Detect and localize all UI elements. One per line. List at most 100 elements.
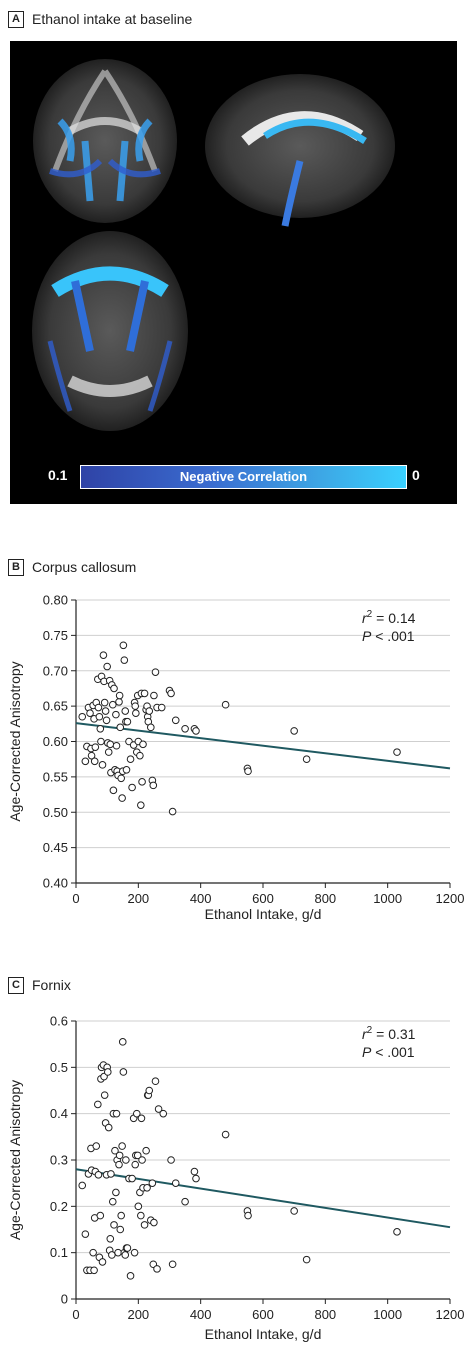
y-tick-label: 0.80 [43, 593, 68, 608]
panel-c-title: Fornix [32, 977, 71, 993]
data-point [113, 711, 120, 718]
data-point [116, 1152, 123, 1159]
data-point [129, 1175, 136, 1182]
y-tick-label: 0.40 [43, 876, 68, 891]
data-point [138, 1115, 145, 1122]
data-point [151, 692, 158, 699]
data-point [119, 795, 126, 802]
r-squared-value: = 0.14 [372, 610, 415, 626]
data-point [169, 808, 176, 815]
data-point [116, 699, 123, 706]
data-point [154, 1266, 161, 1273]
data-point [98, 738, 105, 745]
data-point [182, 725, 189, 732]
p-value-annotation: P < .001 [362, 628, 415, 644]
panel-b-header: B Corpus callosum [8, 557, 136, 577]
data-point [138, 802, 145, 809]
data-point [120, 642, 127, 649]
data-point [137, 752, 144, 759]
data-point [152, 669, 159, 676]
panel-a-header: A Ethanol intake at baseline [8, 9, 192, 29]
data-point [113, 1189, 120, 1196]
data-point [99, 762, 106, 769]
data-point [113, 1110, 120, 1117]
r-squared-annotation: r2 = 0.31 [362, 1025, 416, 1042]
x-tick-label: 0 [72, 891, 79, 906]
data-point [100, 652, 107, 659]
data-point [124, 718, 131, 725]
y-tick-label: 0 [61, 1292, 68, 1307]
y-tick-label: 0.75 [43, 628, 68, 643]
data-point [150, 782, 157, 789]
data-point [146, 708, 153, 715]
data-point [108, 1171, 115, 1178]
data-point [113, 742, 120, 749]
x-tick-label: 200 [127, 891, 149, 906]
data-point [111, 1222, 118, 1229]
panel-b-letter: B [8, 559, 24, 576]
data-point [394, 749, 401, 756]
y-tick-label: 0.2 [50, 1199, 68, 1214]
data-point [151, 1219, 158, 1226]
coronal-slice [33, 59, 177, 223]
x-tick-label: 800 [314, 891, 336, 906]
data-point [124, 1245, 131, 1252]
data-point [140, 741, 147, 748]
data-point [104, 1069, 111, 1076]
data-point [291, 728, 298, 735]
data-point [97, 725, 104, 732]
y-tick-label: 0.70 [43, 663, 68, 678]
data-point [127, 756, 134, 763]
data-point [90, 1249, 97, 1256]
data-point [182, 1198, 189, 1205]
x-tick-label: 800 [314, 1307, 336, 1322]
brain-mri-slices [10, 41, 457, 504]
panel-b-title: Corpus callosum [32, 559, 136, 575]
data-point [103, 717, 110, 724]
data-point [121, 657, 128, 664]
x-tick-label: 1200 [436, 1307, 465, 1322]
data-point [119, 1143, 126, 1150]
y-tick-label: 0.4 [50, 1106, 68, 1121]
data-point [107, 1235, 114, 1242]
data-point [95, 1172, 102, 1179]
data-point [131, 1249, 138, 1256]
x-tick-label: 200 [127, 1307, 149, 1322]
y-tick-label: 0.50 [43, 805, 68, 820]
x-tick-label: 1200 [436, 891, 465, 906]
data-point [222, 1131, 229, 1138]
x-tick-label: 1000 [373, 891, 402, 906]
y-tick-label: 0.1 [50, 1245, 68, 1260]
x-axis-label: Ethanol Intake, g/d [205, 906, 322, 922]
r-squared-annotation: r2 = 0.14 [362, 609, 416, 626]
y-tick-label: 0.45 [43, 840, 68, 855]
r-squared-value: = 0.31 [372, 1026, 415, 1042]
data-point [139, 779, 146, 786]
panel-c-letter: C [8, 977, 24, 994]
data-point [193, 728, 200, 735]
y-tick-label: 0.55 [43, 769, 68, 784]
y-axis-label: Age-Corrected Anisotropy [7, 1080, 23, 1240]
data-point [132, 1161, 139, 1168]
data-point [149, 1180, 156, 1187]
data-point [93, 1143, 100, 1150]
data-point [172, 1180, 179, 1187]
colorbar-min-label: 0.1 [48, 467, 67, 483]
x-tick-label: 0 [72, 1307, 79, 1322]
data-point [168, 690, 175, 697]
data-point [122, 1252, 129, 1259]
data-point [82, 1231, 89, 1238]
data-point [96, 713, 103, 720]
data-point [169, 1261, 176, 1268]
corpus-callosum-scatter: 0.40 0.45 0.50 0.55 0.60 0.65 0.70 0.75 0.80 0 200… [0, 585, 468, 930]
data-point [191, 1168, 198, 1175]
y-tick-label: 0.65 [43, 699, 68, 714]
fornix-scatter: 00.10.20.30.40.50.60 200 400 600 800 1000 1200… [0, 1003, 468, 1350]
y-axis-label: Age-Corrected Anisotropy [7, 661, 23, 821]
x-tick-label: 400 [190, 1307, 212, 1322]
data-point [127, 1273, 134, 1280]
data-point [143, 1147, 150, 1154]
data-point [110, 787, 117, 794]
data-point [394, 1229, 401, 1236]
data-point [91, 758, 98, 765]
